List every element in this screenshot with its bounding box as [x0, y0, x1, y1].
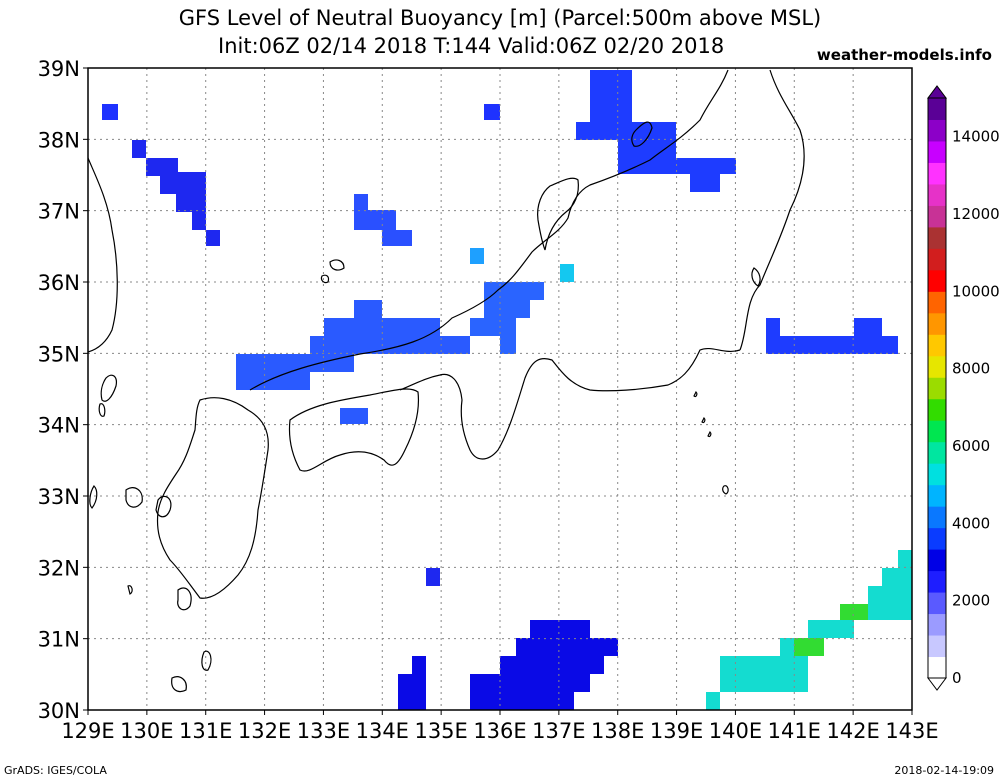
- field-patch: [560, 264, 574, 282]
- colorbar-swatch: [928, 355, 946, 378]
- lon-label: 129E: [61, 719, 114, 743]
- field-patch: [470, 248, 484, 264]
- lon-label: 138E: [591, 719, 644, 743]
- grid-lines: [88, 68, 912, 710]
- lon-label: 136E: [473, 719, 526, 743]
- colorbar-label: 8000: [952, 360, 990, 378]
- field-patch: [132, 140, 220, 246]
- field-patch: [484, 104, 500, 120]
- field-patch: [840, 604, 868, 620]
- colorbar-swatch: [928, 119, 946, 142]
- lon-label: 140E: [709, 719, 762, 743]
- field-patch: [426, 568, 440, 586]
- colorbar-swatch: [928, 613, 946, 636]
- colorbar-swatch: [928, 183, 946, 206]
- lat-label: 37N: [38, 200, 80, 224]
- colorbar-swatch: [928, 635, 946, 658]
- site-label: weather-models.info: [816, 46, 992, 64]
- colorbar-swatch: [928, 205, 946, 228]
- lon-label: 133E: [297, 719, 350, 743]
- field-patch: [794, 638, 824, 656]
- chart-subtitle: Init:06Z 02/14 2018 T:144 Valid:06Z 02/2…: [218, 34, 725, 58]
- colorbar-max-arrow: [927, 85, 947, 99]
- field-patch: [766, 318, 898, 354]
- field-patch: [398, 656, 426, 710]
- lon-label: 141E: [768, 719, 821, 743]
- colorbar-min-arrow: [927, 677, 947, 691]
- colorbar-swatch: [928, 291, 946, 314]
- field-patch: [340, 408, 368, 424]
- lat-label: 38N: [38, 128, 80, 152]
- lat-label: 32N: [38, 556, 80, 580]
- lat-label: 34N: [38, 414, 80, 438]
- colorbar-swatch: [928, 98, 946, 120]
- lon-label: 143E: [885, 719, 938, 743]
- colorbar-swatch: [928, 334, 946, 357]
- field-patch: [236, 300, 470, 390]
- colorbar-swatch: [928, 140, 946, 163]
- chart-title: GFS Level of Neutral Buoyancy [m] (Parce…: [178, 6, 822, 30]
- lat-label: 31N: [38, 628, 80, 652]
- lon-label: 134E: [356, 719, 409, 743]
- lon-label: 130E: [120, 719, 173, 743]
- field-patch: [354, 194, 412, 246]
- lon-label: 135E: [414, 719, 467, 743]
- longitude-labels: 129E 130E 131E 132E 133E 134E 135E 136E 137E 138E…: [61, 710, 939, 743]
- colorbar-label: 4000: [952, 514, 990, 532]
- lon-label: 137E: [532, 719, 585, 743]
- colorbar-swatch: [928, 506, 946, 529]
- lon-label: 131E: [179, 719, 232, 743]
- lat-label: 35N: [38, 342, 80, 366]
- colorbar-swatch: [928, 463, 946, 486]
- colorbar-swatch: [928, 527, 946, 550]
- colorbar-swatch: [928, 441, 946, 464]
- lat-label: 36N: [38, 271, 80, 295]
- colorbar-swatch: [928, 570, 946, 593]
- colorbar-label: 2000: [952, 592, 990, 610]
- colorbar-swatch: [928, 248, 946, 271]
- coastline: [88, 69, 805, 693]
- colorbar-swatch: [928, 226, 946, 249]
- colorbar-swatch: [928, 549, 946, 572]
- lon-label: 142E: [826, 719, 879, 743]
- field-patch: [102, 104, 118, 120]
- field-patch: [470, 282, 544, 354]
- colorbar-swatch: [928, 484, 946, 507]
- lon-label: 139E: [650, 719, 703, 743]
- field-patch: [470, 620, 618, 710]
- colorbar-swatch: [928, 377, 946, 400]
- colorbar-swatch: [928, 312, 946, 335]
- colorbar: 0 2000 4000 6000 8000 10000 12000 14000: [927, 85, 1000, 691]
- timestamp: 2018-02-14-19:09: [894, 764, 994, 777]
- lon-label: 132E: [238, 719, 291, 743]
- colorbar-swatch: [928, 592, 946, 615]
- field-patch: [706, 550, 912, 710]
- latitude-labels: 30N 31N 32N 33N 34N 35N 36N 37N 38N 39N: [38, 57, 88, 723]
- colorbar-swatch: [928, 656, 946, 679]
- colorbar-label: 6000: [952, 437, 990, 455]
- colorbar-label: 12000: [952, 205, 1000, 223]
- colorbar-swatch: [928, 162, 946, 185]
- colorbar-swatch: [928, 420, 946, 443]
- colorbar-label: 14000: [952, 128, 1000, 146]
- buoyancy-field: [102, 70, 912, 710]
- lat-label: 39N: [38, 57, 80, 81]
- colorbar-label: 0: [952, 669, 962, 687]
- lat-label: 33N: [38, 485, 80, 509]
- colorbar-label: 10000: [952, 282, 1000, 300]
- grads-credit: GrADS: IGES/COLA: [4, 764, 107, 777]
- colorbar-swatch: [928, 269, 946, 292]
- lat-label: 30N: [38, 699, 80, 723]
- field-patch: [576, 70, 736, 192]
- colorbar-swatch: [928, 398, 946, 421]
